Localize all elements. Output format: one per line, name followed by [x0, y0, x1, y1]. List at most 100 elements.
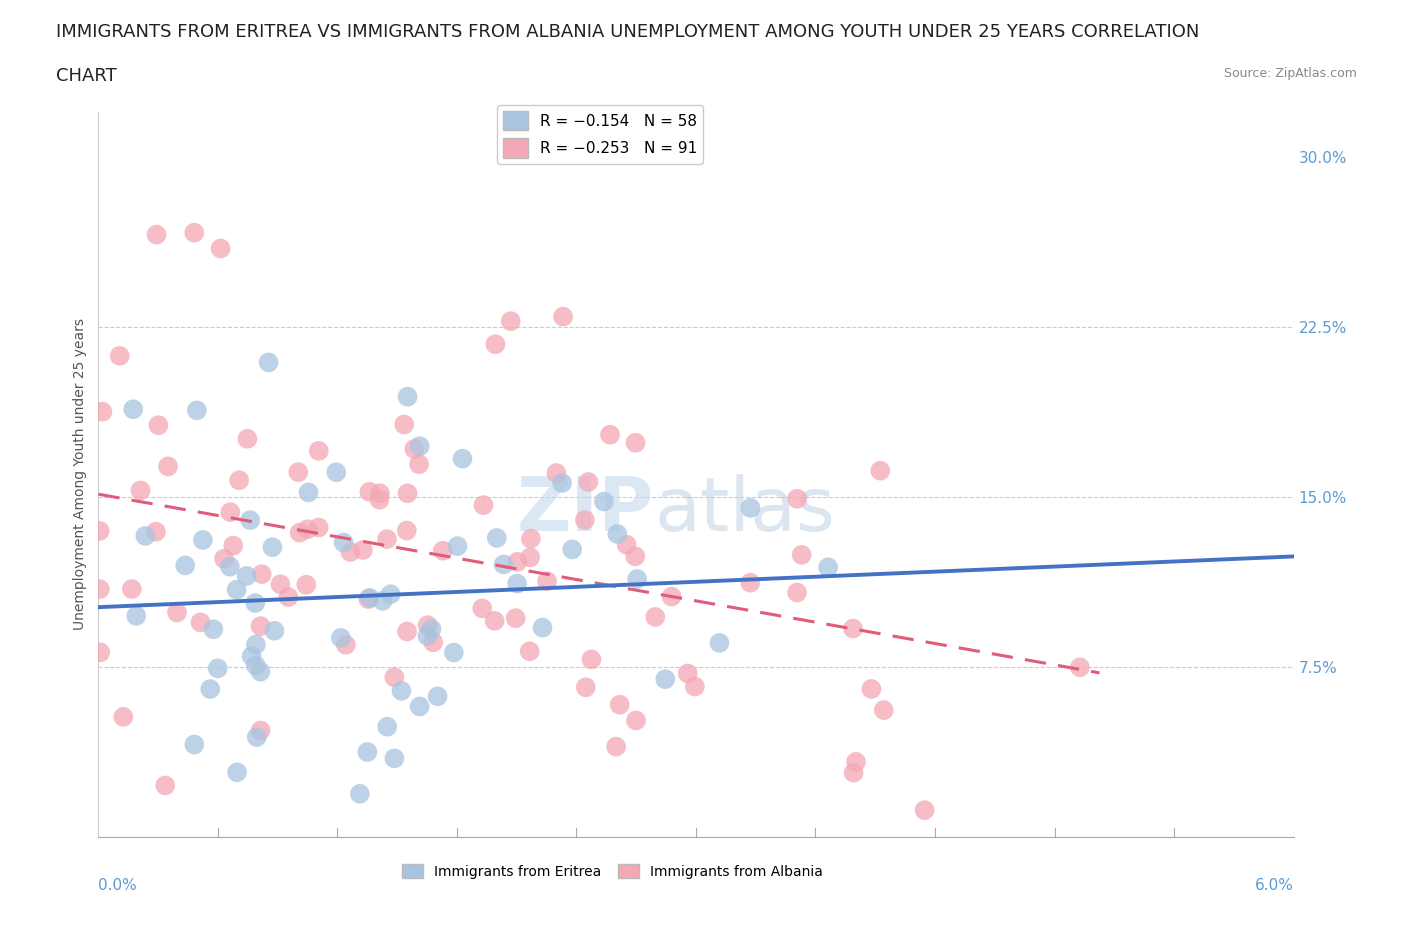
Point — [616, 538, 638, 552]
Point — [624, 549, 647, 564]
Point — [219, 505, 242, 520]
Point — [790, 548, 813, 563]
Point — [308, 520, 330, 535]
Point — [209, 241, 232, 256]
Point — [269, 577, 291, 591]
Point — [186, 403, 208, 418]
Text: 6.0%: 6.0% — [1254, 878, 1294, 893]
Point — [357, 591, 380, 606]
Point — [409, 439, 432, 454]
Point — [257, 355, 280, 370]
Point — [349, 787, 371, 802]
Point — [240, 649, 263, 664]
Point — [396, 390, 419, 405]
Point — [624, 713, 647, 728]
Point — [472, 498, 495, 512]
Point — [222, 538, 245, 553]
Point — [89, 644, 111, 659]
Legend: Immigrants from Eritrea, Immigrants from Albania: Immigrants from Eritrea, Immigrants from… — [396, 858, 828, 884]
Point — [575, 680, 598, 695]
Point — [263, 623, 285, 638]
Point — [245, 595, 267, 610]
Point — [134, 528, 156, 543]
Text: IMMIGRANTS FROM ERITREA VS IMMIGRANTS FROM ALBANIA UNEMPLOYMENT AMONG YOUTH UNDE: IMMIGRANTS FROM ERITREA VS IMMIGRANTS FR… — [56, 23, 1199, 41]
Point — [228, 472, 250, 487]
Point — [218, 559, 240, 574]
Text: CHART: CHART — [56, 67, 117, 85]
Point — [287, 465, 309, 480]
Point — [422, 635, 444, 650]
Point — [869, 463, 891, 478]
Point — [125, 608, 148, 623]
Point — [121, 581, 143, 596]
Point — [786, 491, 808, 506]
Point — [395, 523, 418, 538]
Point — [499, 313, 522, 328]
Point — [89, 581, 111, 596]
Point — [709, 635, 731, 650]
Point — [624, 435, 647, 450]
Point — [609, 698, 631, 712]
Point — [202, 622, 225, 637]
Point — [842, 765, 865, 780]
Point — [416, 618, 439, 632]
Point — [593, 494, 616, 509]
Point — [606, 526, 628, 541]
Point — [392, 417, 415, 432]
Point — [359, 485, 381, 499]
Point — [443, 645, 465, 660]
Point — [288, 525, 311, 540]
Point — [426, 689, 449, 704]
Point — [122, 402, 145, 417]
Point — [520, 531, 543, 546]
Point — [380, 587, 402, 602]
Point — [551, 309, 574, 324]
Point — [308, 444, 330, 458]
Point — [873, 703, 896, 718]
Point — [297, 485, 319, 500]
Point — [339, 544, 361, 559]
Point — [842, 621, 865, 636]
Point — [581, 652, 603, 667]
Point — [200, 682, 222, 697]
Point — [145, 525, 167, 539]
Point — [108, 349, 131, 364]
Point — [416, 629, 439, 644]
Point — [740, 576, 762, 591]
Point — [359, 591, 381, 605]
Point — [654, 671, 676, 686]
Point — [371, 593, 394, 608]
Point — [250, 566, 273, 581]
Point — [245, 637, 267, 652]
Point — [91, 405, 114, 419]
Point — [112, 710, 135, 724]
Point — [432, 543, 454, 558]
Point — [536, 574, 558, 589]
Point — [599, 427, 621, 442]
Text: Source: ZipAtlas.com: Source: ZipAtlas.com — [1223, 67, 1357, 80]
Point — [183, 737, 205, 752]
Point — [89, 524, 111, 538]
Point — [297, 522, 319, 537]
Point — [155, 778, 177, 793]
Point — [352, 542, 374, 557]
Point — [408, 699, 430, 714]
Point — [384, 751, 406, 765]
Point — [207, 661, 229, 676]
Y-axis label: Unemployment Among Youth under 25 years: Unemployment Among Youth under 25 years — [73, 318, 87, 631]
Point — [190, 615, 212, 630]
Point — [249, 664, 271, 679]
Point — [626, 572, 648, 587]
Point — [420, 621, 443, 636]
Point — [683, 679, 706, 694]
Point — [914, 803, 936, 817]
Point — [531, 620, 554, 635]
Point — [786, 585, 808, 600]
Point — [236, 432, 259, 446]
Point — [484, 614, 506, 629]
Point — [396, 624, 419, 639]
Point — [382, 670, 405, 684]
Point — [174, 558, 197, 573]
Point — [375, 532, 398, 547]
Point — [605, 739, 627, 754]
